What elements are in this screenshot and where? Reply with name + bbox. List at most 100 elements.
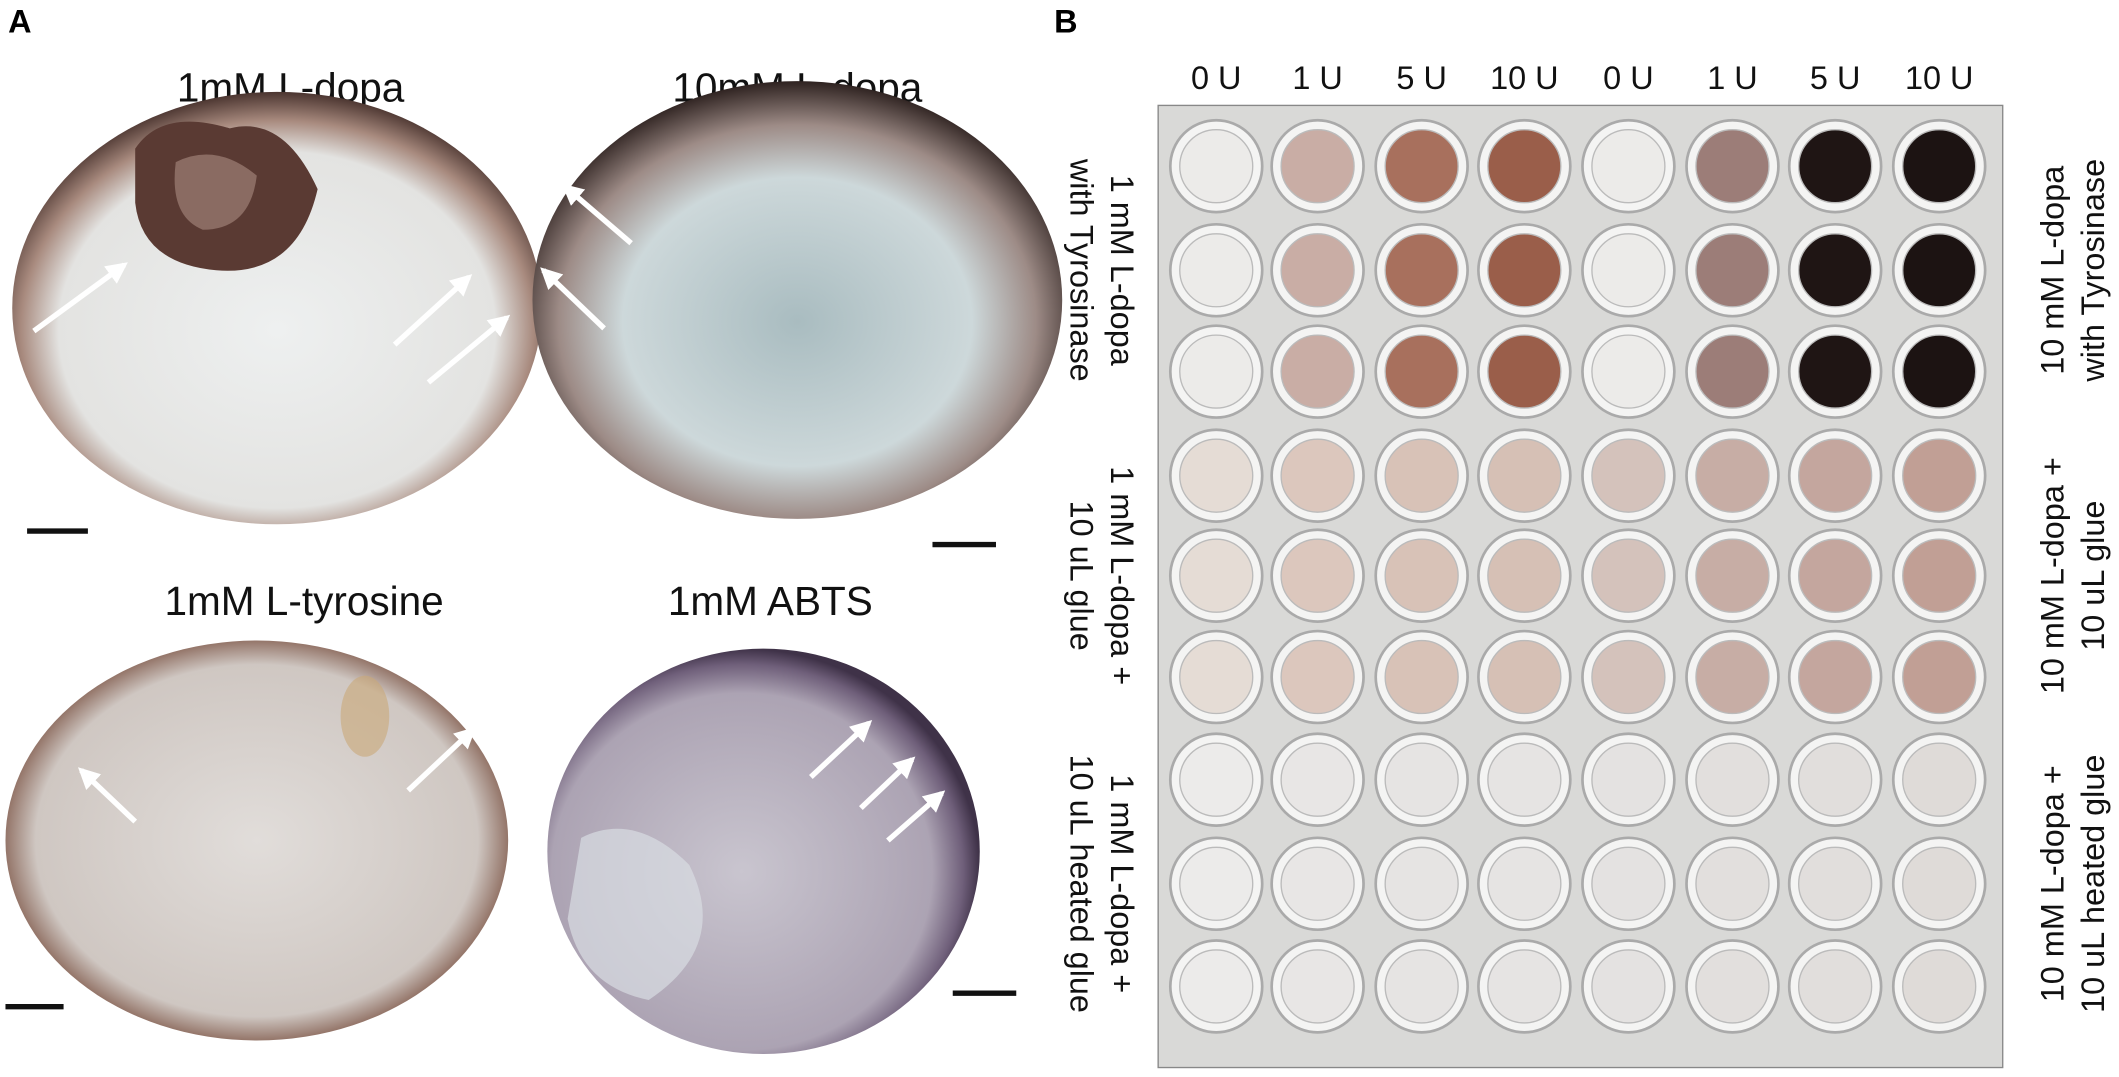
well-liquid: [1384, 949, 1459, 1024]
row-group-label-right: 10 mM L-dopa with Tyrosinase: [2035, 159, 2112, 383]
well-liquid: [1384, 334, 1459, 409]
well-liquid: [1797, 438, 1873, 513]
well-liquid: [1179, 639, 1254, 715]
row-group-label-right: 10 mM L-dopa +10 uL heated glue: [2035, 755, 2112, 1013]
well-liquid: [1384, 438, 1459, 513]
well-liquid: [1591, 233, 1666, 308]
well-liquid: [1179, 438, 1254, 513]
well-liquid: [1902, 334, 1977, 409]
label-line: 1 mM L-dopa +: [1104, 774, 1140, 993]
well-liquid: [1797, 233, 1873, 308]
well-liquid: [1487, 538, 1562, 613]
well-liquid: [1280, 538, 1355, 613]
column-label: 1 U: [1707, 60, 1757, 96]
scale-bars: [5, 528, 1017, 1010]
well-liquid: [1902, 846, 1977, 921]
well-liquid: [1695, 538, 1770, 613]
well-liquid: [1797, 129, 1873, 204]
well-liquid: [1487, 233, 1562, 308]
row-group-label-left: 1 mM L-dopa +10 uL glue: [1063, 466, 1140, 685]
well-liquid: [1695, 438, 1770, 513]
label-line: 10 uL heated glue: [2075, 755, 2111, 1013]
label-line: 10 uL glue: [1063, 501, 1099, 651]
column-label: 5 U: [1810, 60, 1860, 96]
panel-label: B: [1054, 3, 1077, 39]
well-liquid: [1179, 538, 1254, 613]
well-liquid: [1797, 334, 1873, 409]
well-liquid: [1695, 846, 1770, 921]
well-liquid: [1797, 846, 1873, 921]
image-title: 1mM ABTS: [668, 578, 873, 624]
well-liquid: [1280, 846, 1355, 921]
well-liquid: [1384, 639, 1459, 715]
well-liquid: [1902, 949, 1977, 1024]
column-label: 0 U: [1603, 60, 1653, 96]
well-liquid: [1487, 438, 1562, 513]
well-liquid: [1384, 233, 1459, 308]
shell-photo: [532, 81, 1063, 519]
arrows: [32, 183, 946, 843]
well-liquid: [1591, 742, 1666, 817]
row-group-label-left: 1 mM L-dopa +10 uL heated glue: [1063, 755, 1140, 1013]
well-liquid: [1695, 233, 1770, 308]
well-liquid: [1591, 639, 1666, 715]
well-liquid: [1902, 438, 1977, 513]
well-liquid: [1591, 846, 1666, 921]
well-liquid: [1384, 129, 1459, 204]
well-liquid: [1179, 846, 1254, 921]
well-liquid: [1280, 233, 1355, 308]
well-liquid: [1591, 438, 1666, 513]
label-line: 10 mM L-dopa +: [2035, 457, 2071, 694]
panel-label: A: [8, 3, 31, 39]
well-liquid: [1695, 742, 1770, 817]
column-label: 10 U: [1490, 60, 1559, 96]
well-liquid: [1280, 129, 1355, 204]
well-liquid: [1902, 129, 1977, 204]
well-liquid: [1487, 334, 1562, 409]
well-liquid: [1902, 233, 1977, 308]
well-liquid: [1695, 639, 1770, 715]
wells: [1168, 118, 1987, 1034]
well-liquid: [1591, 949, 1666, 1024]
well-liquid: [1487, 742, 1562, 817]
well-liquid: [1487, 639, 1562, 715]
well-liquid: [1179, 334, 1254, 409]
well-liquid: [1797, 639, 1873, 715]
well-liquid: [1695, 129, 1770, 204]
well-liquid: [1695, 334, 1770, 409]
row-group-label-right: 10 mM L-dopa +10 uL glue: [2035, 457, 2112, 694]
label-line: with Tyrosinase: [1063, 158, 1099, 382]
well-liquid: [1179, 742, 1254, 817]
well-liquid: [1280, 639, 1355, 715]
well-liquid: [1384, 538, 1459, 613]
well-liquid: [1384, 742, 1459, 817]
well-liquid: [1280, 334, 1355, 409]
well-liquid: [1695, 949, 1770, 1024]
label-line: 10 uL heated glue: [1063, 755, 1099, 1013]
well-liquid: [1591, 538, 1666, 613]
label-line: 1 mM L-dopa: [1104, 175, 1140, 367]
label-line: 10 mM L-dopa: [2035, 165, 2071, 375]
label-line: 10 uL glue: [2075, 501, 2111, 651]
shell-photo: [547, 648, 980, 1055]
well-liquid: [1179, 233, 1254, 308]
label-line: 10 mM L-dopa +: [2035, 765, 2071, 1002]
well-liquid: [1797, 742, 1873, 817]
well-liquid: [1179, 129, 1254, 204]
row-group-label-left: 1 mM L-dopawith Tyrosinase: [1063, 158, 1140, 382]
well-liquid: [1487, 129, 1562, 204]
well-liquid: [1797, 538, 1873, 613]
well-liquid: [1902, 538, 1977, 613]
well-liquid: [1487, 949, 1562, 1024]
well-liquid: [1902, 639, 1977, 715]
well-liquid: [1280, 438, 1355, 513]
well-liquid: [1280, 742, 1355, 817]
well-liquid: [1797, 949, 1873, 1024]
well-liquid: [1384, 846, 1459, 921]
well-liquid: [1591, 129, 1666, 204]
column-label: 1 U: [1292, 60, 1342, 96]
well-liquid: [1902, 742, 1977, 817]
column-label: 5 U: [1396, 60, 1446, 96]
